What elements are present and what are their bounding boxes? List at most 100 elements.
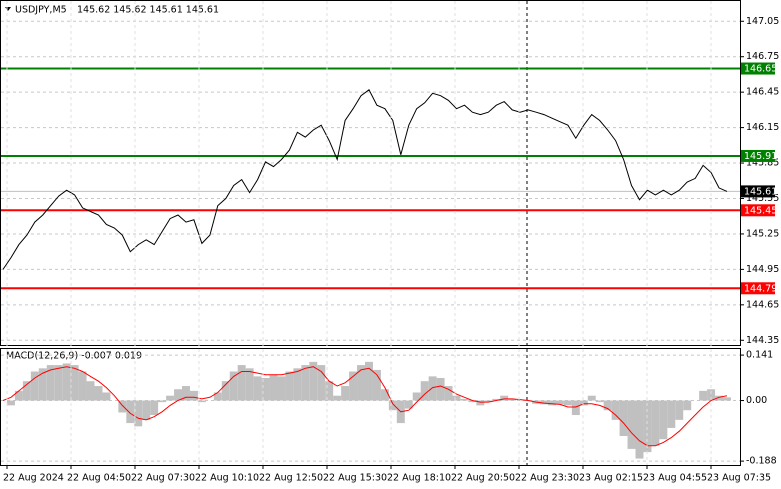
y-tick-label: 146.15 xyxy=(746,122,779,133)
macd-bar xyxy=(659,400,668,440)
macd-bar xyxy=(547,400,556,406)
price-tag xyxy=(741,185,775,198)
macd-bar xyxy=(349,371,358,401)
macd-bar xyxy=(380,389,389,401)
macd-bar xyxy=(388,400,397,411)
macd-bar xyxy=(269,374,278,401)
y-tick-label: 146.45 xyxy=(746,87,779,98)
macd-bar xyxy=(619,400,628,436)
macd-bar xyxy=(357,365,365,401)
macd-bar xyxy=(436,377,445,401)
macd-bar xyxy=(182,386,190,401)
price-tag-label: 145.61 xyxy=(744,186,777,197)
x-tick-label: 23 Aug 07:35 xyxy=(707,473,771,484)
macd-bar xyxy=(635,400,644,459)
macd-bar xyxy=(683,400,692,411)
macd-bar xyxy=(102,392,111,401)
macd-bar xyxy=(484,400,493,403)
macd-bar xyxy=(22,381,31,401)
ohlc: 145.62 145.62 145.61 145.61 xyxy=(77,5,219,16)
macd-bar xyxy=(317,365,326,401)
y-tick-label: 144.35 xyxy=(746,335,779,346)
macd-bar xyxy=(452,395,461,401)
macd-bar xyxy=(174,389,183,401)
macd-bar xyxy=(715,395,724,401)
macd-bar xyxy=(571,400,580,416)
macd-bar xyxy=(508,398,517,401)
y-tick-label: 145.85 xyxy=(746,158,779,169)
x-tick-label: 23 Aug 04:55 xyxy=(643,473,707,484)
macd-bar xyxy=(428,376,437,401)
macd-bar xyxy=(667,400,676,428)
macd-bar xyxy=(166,395,175,401)
y-tick-label: 146.75 xyxy=(746,51,779,62)
macd-bar xyxy=(158,400,167,403)
y-tick-label: 145.25 xyxy=(746,228,779,239)
macd-bar xyxy=(38,368,47,401)
y-tick-label: -0.188 xyxy=(746,456,777,467)
x-tick-label: 22 Aug 20:50 xyxy=(451,473,515,484)
y-tick-label: 145.55 xyxy=(746,193,779,204)
macd-bar xyxy=(420,381,429,401)
macd-bar xyxy=(563,400,572,406)
price-tag xyxy=(741,62,775,75)
macd-bar xyxy=(14,390,23,401)
price-tag-label: 146.65 xyxy=(744,64,777,75)
y-tick-label: 0.00 xyxy=(746,395,767,406)
x-tick-label: 22 Aug 15:30 xyxy=(323,473,387,484)
y-tick-label: 144.65 xyxy=(746,299,779,310)
macd-bar xyxy=(555,400,564,405)
price-line xyxy=(2,89,728,270)
macd-bar xyxy=(78,371,87,401)
macd-bar xyxy=(579,400,588,406)
macd-bar xyxy=(285,371,294,401)
macd-bar xyxy=(134,400,143,427)
macd-bar xyxy=(587,395,596,401)
x-tick-label: 22 Aug 12:50 xyxy=(259,473,323,484)
price-tag xyxy=(741,282,775,295)
macd-bar xyxy=(723,397,731,401)
x-tick-label: 22 Aug 18:10 xyxy=(387,473,451,484)
macd-title: MACD(12,26,9) -0.007 0.019 xyxy=(6,351,142,362)
main-panel xyxy=(0,0,741,346)
macd-bar xyxy=(404,400,413,409)
macd-bar xyxy=(277,376,286,401)
signal-line xyxy=(2,366,728,447)
macd-bar xyxy=(46,365,55,401)
macd-bar xyxy=(54,365,63,401)
macd-bar xyxy=(189,390,198,401)
macd-bar xyxy=(699,390,708,401)
x-tick-label: 22 Aug 07:30 xyxy=(131,473,195,484)
macd-bar xyxy=(86,381,95,401)
macd-bar xyxy=(412,392,421,401)
macd-bar xyxy=(70,365,79,401)
price-tag-label: 145.91 xyxy=(744,151,777,162)
price-tag-label: 145.45 xyxy=(744,205,777,216)
macd-bar xyxy=(468,400,477,403)
y-tick-label: 147.05 xyxy=(746,16,779,27)
price-tag-label: 144.79 xyxy=(744,283,777,294)
x-tick-label: 22 Aug 04:50 xyxy=(67,473,131,484)
macd-bar xyxy=(675,400,684,420)
macd-bar xyxy=(245,368,254,401)
macd-bar xyxy=(142,400,151,420)
macd-bar xyxy=(150,400,159,416)
price-tag xyxy=(741,204,775,217)
x-tick-label: 22 Aug 10:10 xyxy=(195,473,259,484)
macd-bar xyxy=(301,365,310,401)
macd-bar xyxy=(126,400,135,424)
macd-bar xyxy=(197,400,206,403)
macd-bar xyxy=(540,400,548,405)
macd-bar xyxy=(595,400,604,403)
macd-bar xyxy=(500,395,509,401)
y-tick-label: 0.141 xyxy=(746,350,773,361)
macd-bar xyxy=(333,395,342,401)
macd-bar xyxy=(492,398,501,401)
macd-bar xyxy=(460,398,469,401)
x-tick-label: 23 Aug 02:15 xyxy=(579,473,643,484)
macd-bar xyxy=(94,386,103,401)
macd-bar xyxy=(309,361,318,401)
macd-bar xyxy=(627,400,636,449)
macd-bar xyxy=(341,386,350,401)
